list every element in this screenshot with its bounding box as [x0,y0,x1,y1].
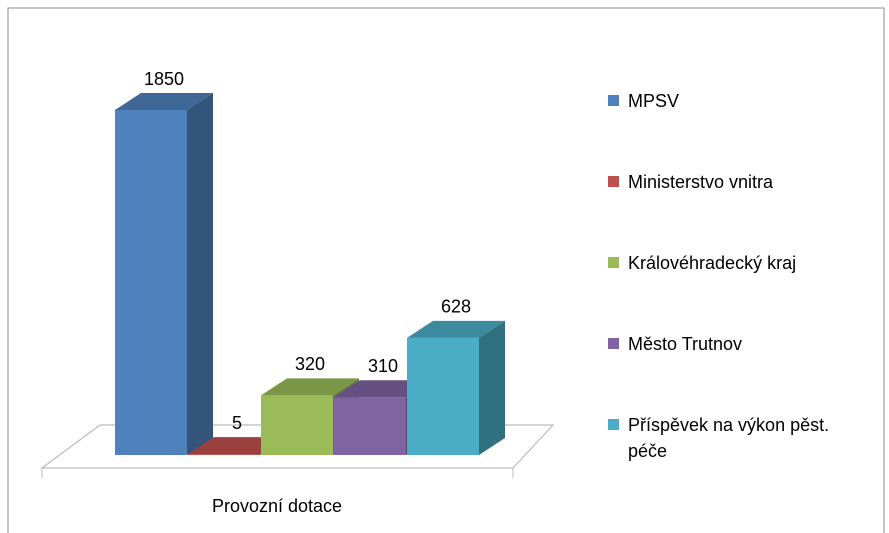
bar-side [187,93,213,455]
legend-swatch [608,419,619,430]
legend-item: Ministerstvo vnitra [608,169,843,195]
legend-label: Královéhradecký kraj [628,253,797,273]
legend-item: MPSV [608,88,843,114]
chart-frame [7,7,885,533]
legend-label: MPSV [628,91,680,111]
data-label: 320 [295,354,325,374]
legend-item: Příspěvek na výkon pěst. péče [608,412,843,464]
legend-label: Ministerstvo vnitra [628,172,774,192]
bar-side [479,320,505,455]
bar-top [261,378,359,396]
data-label: 5 [232,413,242,433]
legend-swatch [608,338,619,349]
bar-front [407,337,479,455]
legend-item: Město Trutnov [608,331,843,357]
bar-front [115,110,187,455]
legend-item: Královéhradecký kraj [608,250,843,276]
bar-front [188,454,260,455]
data-label: 1850 [144,69,184,89]
bar-top [115,93,213,110]
legend-swatch [608,257,619,268]
legend-label: Město Trutnov [628,334,743,354]
data-label: 628 [441,297,471,317]
legend-swatch [608,176,619,187]
legend-swatch [608,95,619,106]
data-label: 310 [368,356,398,376]
legend-label: Příspěvek na výkon pěst. péče [628,415,830,461]
bar-top [407,320,505,338]
bar-front [334,397,406,455]
bar-front [261,395,333,455]
x-tick-label: Provozní dotace [212,496,342,516]
